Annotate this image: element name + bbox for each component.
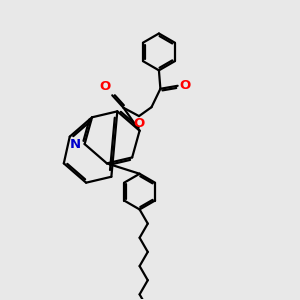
Text: O: O — [134, 117, 145, 130]
Text: O: O — [99, 80, 110, 93]
Text: N: N — [69, 138, 80, 151]
Text: O: O — [179, 79, 191, 92]
